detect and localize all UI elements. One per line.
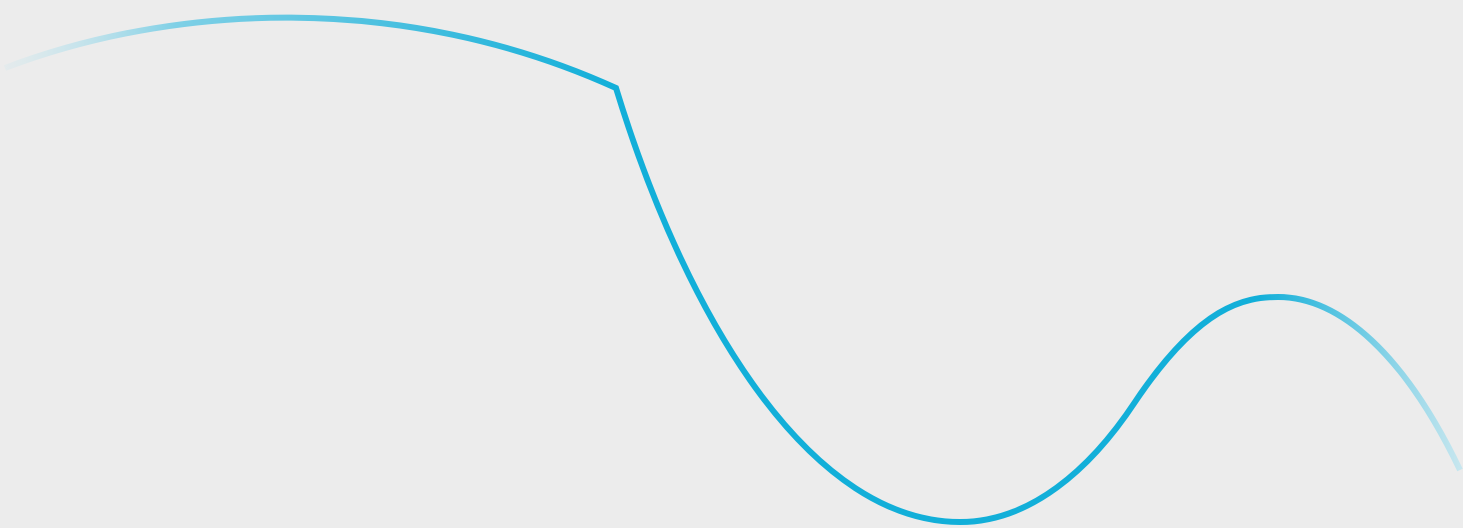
wave-line	[3, 14, 1463, 526]
